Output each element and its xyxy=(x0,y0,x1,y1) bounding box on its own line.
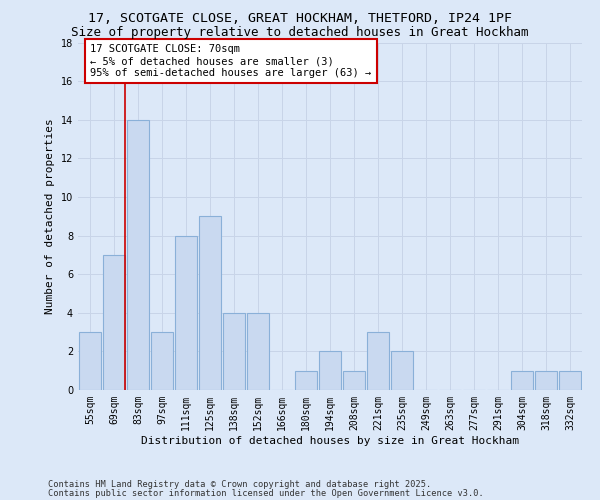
Bar xyxy=(151,332,173,390)
Bar xyxy=(127,120,149,390)
Bar xyxy=(247,313,269,390)
Bar xyxy=(535,370,557,390)
Text: Contains HM Land Registry data © Crown copyright and database right 2025.: Contains HM Land Registry data © Crown c… xyxy=(48,480,431,489)
Y-axis label: Number of detached properties: Number of detached properties xyxy=(45,118,55,314)
Bar xyxy=(367,332,389,390)
Bar xyxy=(199,216,221,390)
Bar xyxy=(223,313,245,390)
Text: Size of property relative to detached houses in Great Hockham: Size of property relative to detached ho… xyxy=(71,26,529,39)
Text: 17 SCOTGATE CLOSE: 70sqm
← 5% of detached houses are smaller (3)
95% of semi-det: 17 SCOTGATE CLOSE: 70sqm ← 5% of detache… xyxy=(91,44,372,78)
X-axis label: Distribution of detached houses by size in Great Hockham: Distribution of detached houses by size … xyxy=(141,436,519,446)
Bar xyxy=(319,352,341,390)
Bar xyxy=(559,370,581,390)
Bar xyxy=(511,370,533,390)
Text: 17, SCOTGATE CLOSE, GREAT HOCKHAM, THETFORD, IP24 1PF: 17, SCOTGATE CLOSE, GREAT HOCKHAM, THETF… xyxy=(88,12,512,26)
Bar xyxy=(391,352,413,390)
Bar xyxy=(79,332,101,390)
Bar xyxy=(103,255,125,390)
Bar xyxy=(343,370,365,390)
Bar xyxy=(175,236,197,390)
Bar xyxy=(295,370,317,390)
Text: Contains public sector information licensed under the Open Government Licence v3: Contains public sector information licen… xyxy=(48,489,484,498)
